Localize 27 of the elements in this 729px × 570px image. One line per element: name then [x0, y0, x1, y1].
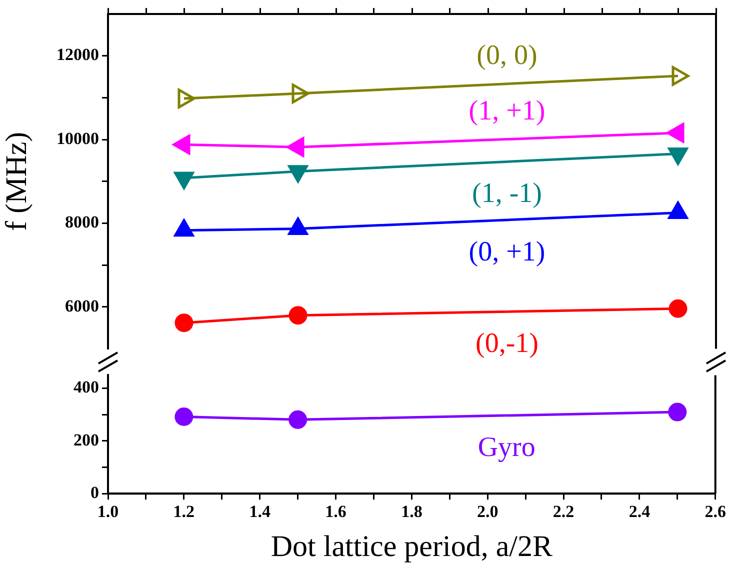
y-tick-label: 8000: [65, 212, 99, 232]
y-tick-label: 6000: [65, 296, 99, 316]
series-label: (0,-1): [476, 328, 538, 359]
series-label: Gyro: [478, 432, 536, 463]
y-tick-label: 200: [74, 430, 99, 450]
y-axis-title: f (MHz): [0, 132, 33, 231]
point: [174, 408, 194, 426]
x-tick-label: 2.0: [476, 502, 498, 522]
x-axis-title: Dot lattice period, a/2R: [270, 530, 552, 563]
series-label: (0, +1): [468, 236, 546, 268]
point: [668, 402, 687, 422]
x-tick-label: 1.8: [401, 502, 422, 522]
x-tick-label: 1.0: [97, 502, 119, 522]
series-label: (1, +1): [468, 96, 546, 127]
y-tick-label: 12000: [56, 45, 99, 64]
y-tick-label: 0: [90, 482, 99, 502]
x-tick-label: 1.4: [249, 502, 271, 522]
x-tick-label: 1.2: [173, 502, 195, 522]
point: [288, 410, 308, 429]
series-label: (0, 0): [476, 40, 538, 72]
x-tick-label: 2.6: [704, 502, 726, 522]
x-tick-label: 2.2: [552, 502, 574, 522]
y-tick-label: 10000: [56, 128, 99, 148]
x-tick-label: 1.6: [325, 502, 346, 522]
x-tick-label: 2.4: [628, 502, 651, 522]
series-label: (1, -1): [472, 178, 542, 210]
y-tick-label: 400: [74, 378, 99, 397]
